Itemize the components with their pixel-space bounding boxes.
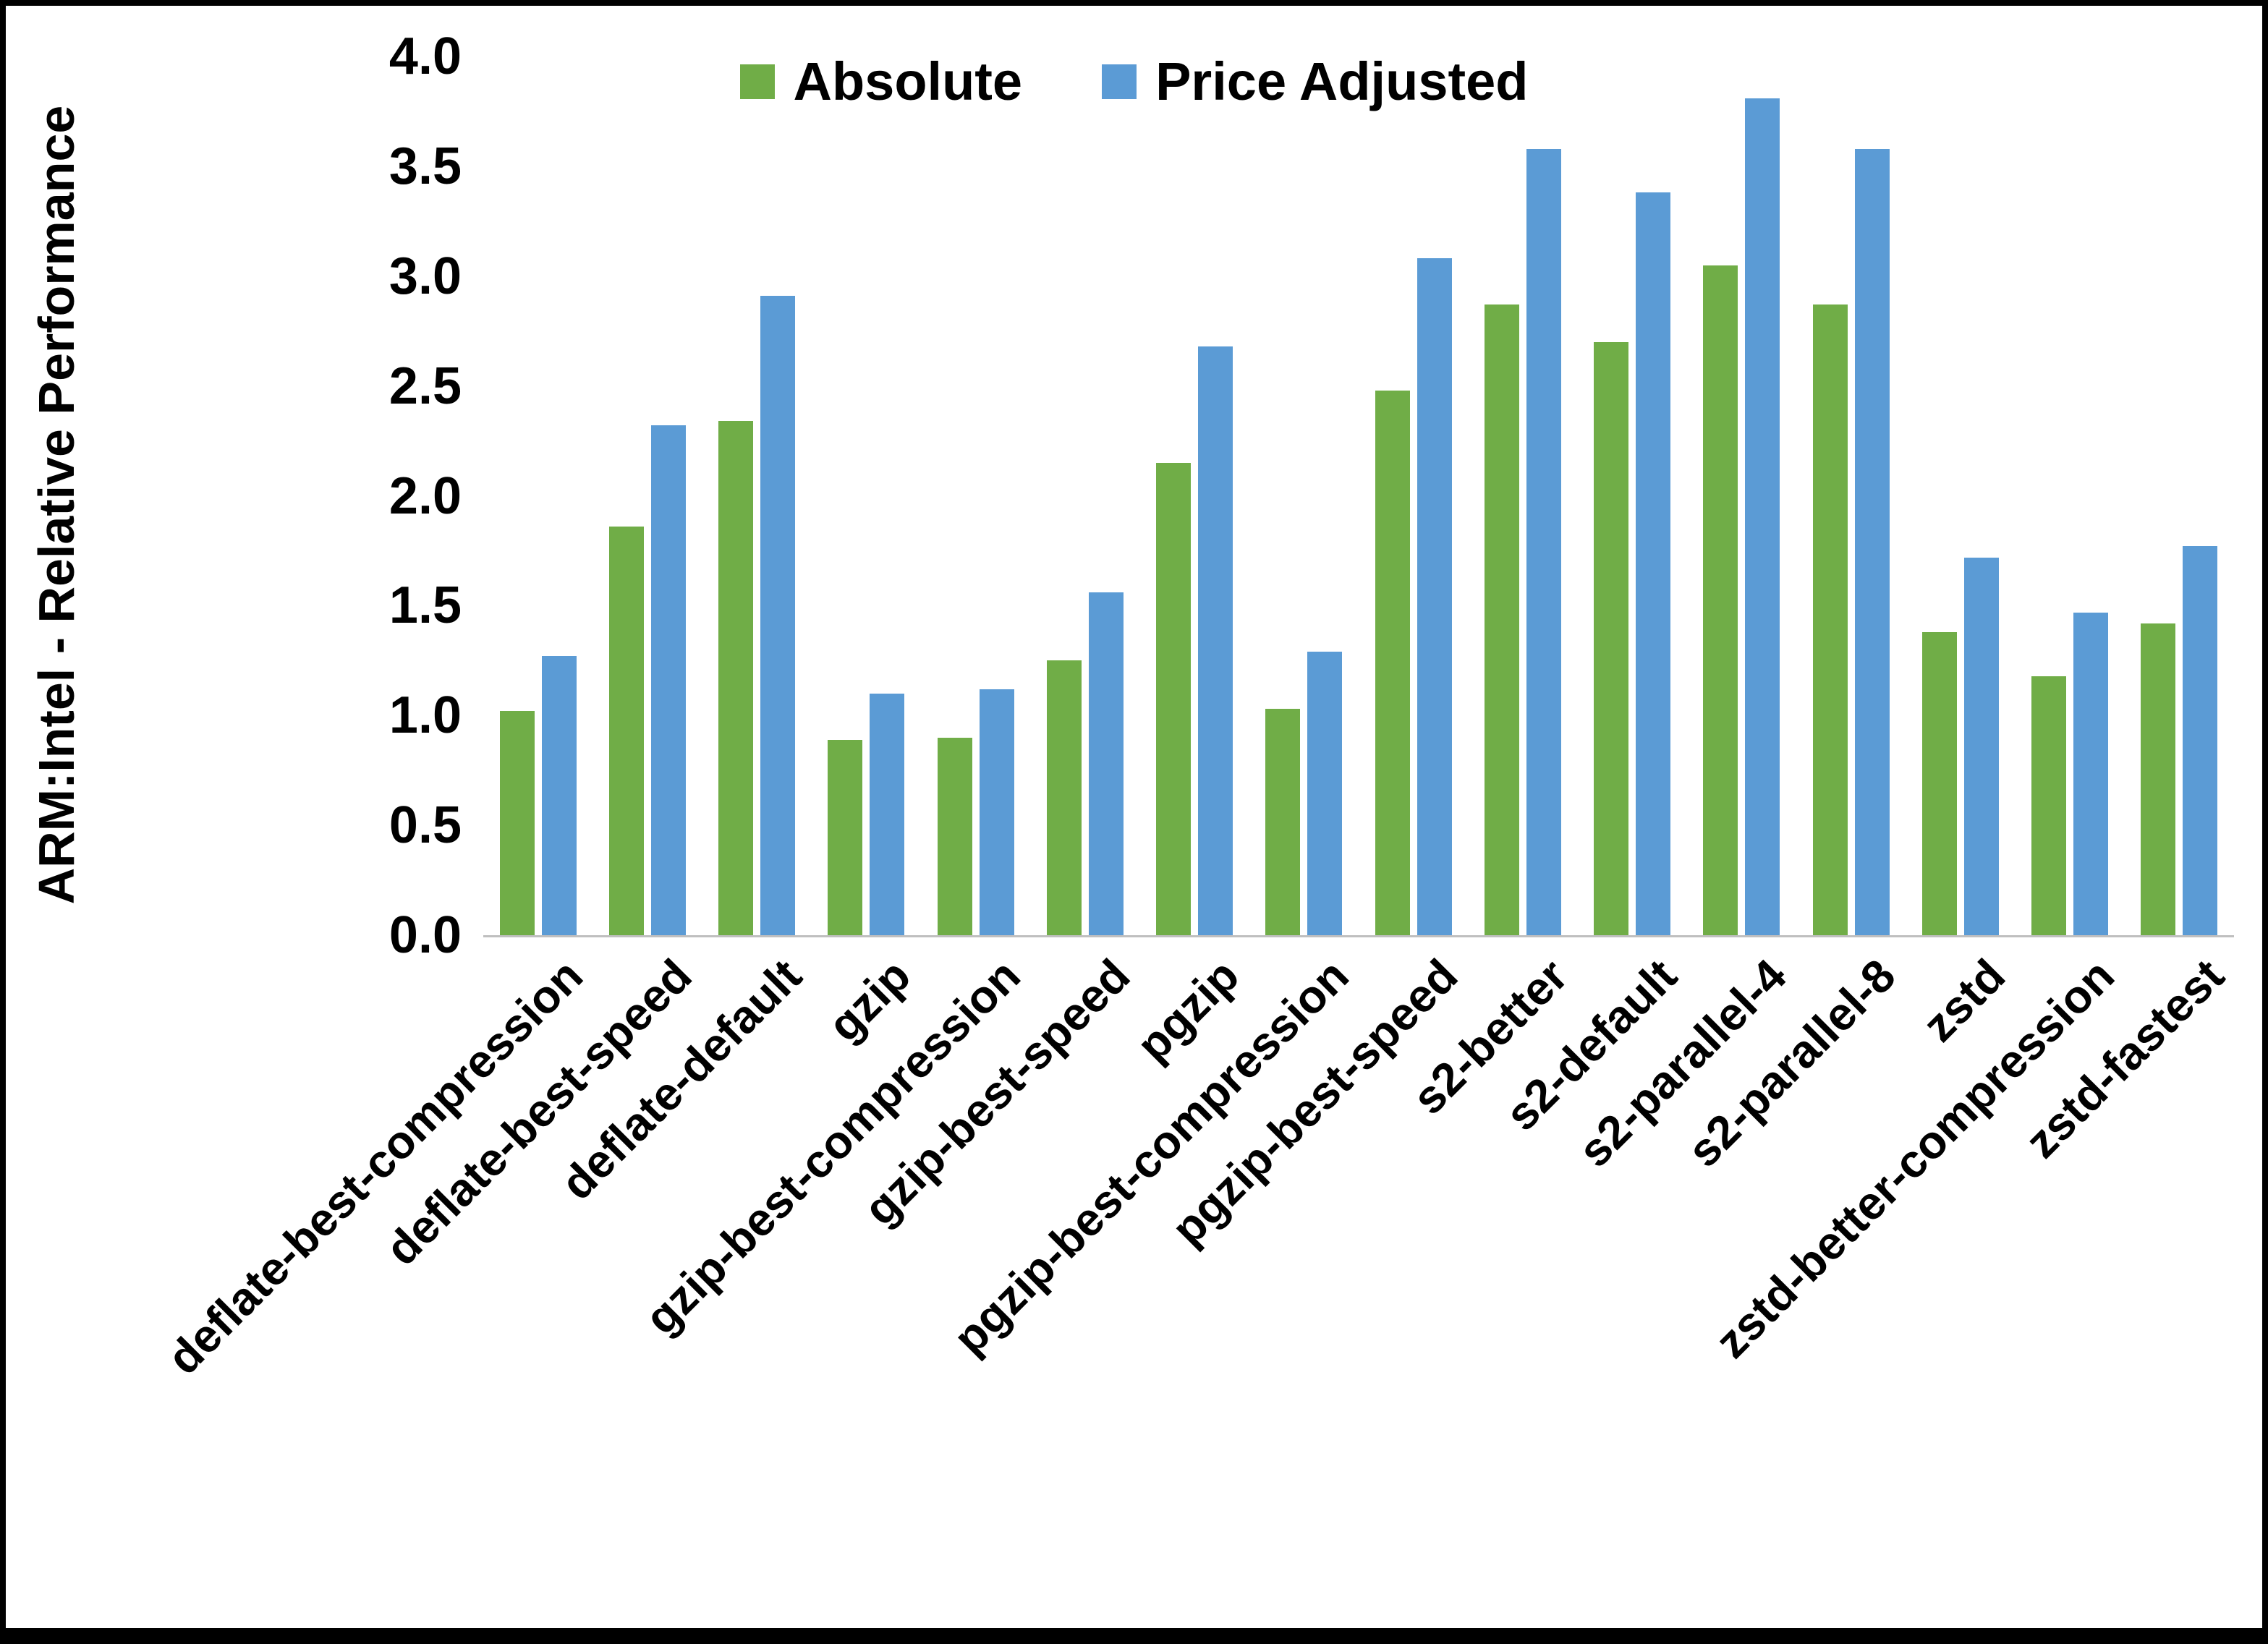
bar-price-adjusted-deflate-default	[760, 296, 796, 935]
legend-swatch-icon-price-adjusted	[1102, 64, 1137, 99]
bar-absolute-s2-parallel-4	[1703, 265, 1738, 935]
y-axis-tick-3.0: 3.0	[388, 247, 462, 305]
bar-price-adjusted-s2-default	[1636, 192, 1671, 935]
bar-price-adjusted-pgzip-best-compression	[1307, 652, 1343, 935]
bar-absolute-pgzip	[1156, 462, 1192, 935]
y-axis: 0.0 0.5 1.0 1.5 2.0 2.5 3.0 3.5 4.0	[266, 30, 462, 961]
bar-price-adjusted-gzip-best-speed	[1088, 592, 1124, 935]
legend-swatch-icon-absolute	[739, 64, 775, 99]
bar-price-adjusted-deflate-best-compression	[541, 656, 577, 935]
bar-absolute-gzip-best-speed	[1046, 660, 1082, 935]
plot-area	[483, 56, 2234, 937]
y-axis-tick-1.0: 1.0	[388, 686, 462, 745]
bar-absolute-pgzip-best-compression	[1265, 709, 1301, 935]
bar-price-adjusted-zstd-fastest	[2183, 546, 2218, 935]
bar-price-adjusted-deflate-best-speed	[650, 425, 686, 935]
bar-absolute-s2-better	[1484, 304, 1519, 935]
bar-absolute-gzip	[828, 739, 863, 935]
bar-price-adjusted-gzip	[870, 693, 905, 935]
bar-price-adjusted-zstd	[1963, 557, 1999, 935]
bar-absolute-s2-parallel-8	[1812, 304, 1848, 935]
legend-label-price-adjusted: Price Adjusted	[1155, 51, 1529, 111]
bar-price-adjusted-zstd-better-compression	[2073, 612, 2109, 935]
y-axis-tick-2.0: 2.0	[388, 467, 462, 525]
bar-price-adjusted-s2-parallel-8	[1854, 148, 1890, 935]
legend-item-price-adjusted: Price Adjusted	[1102, 51, 1528, 112]
bar-price-adjusted-pgzip	[1198, 346, 1233, 935]
bar-absolute-gzip-best-compression	[937, 737, 972, 935]
y-axis-tick-0.0: 0.0	[388, 906, 462, 964]
bar-price-adjusted-s2-parallel-4	[1745, 98, 1780, 935]
y-axis-tick-2.5: 2.5	[388, 357, 462, 415]
bar-price-adjusted-s2-better	[1526, 148, 1561, 935]
x-axis-label-gzip: gzip	[818, 949, 921, 1052]
bar-absolute-pgzip-best-speed	[1375, 390, 1410, 935]
bar-absolute-zstd-better-compression	[2031, 676, 2067, 935]
legend: Absolute Price Adjusted	[6, 51, 2262, 112]
bar-absolute-zstd	[1921, 631, 1957, 935]
x-axis-label-zstd: zstd	[1912, 949, 2016, 1052]
legend-item-absolute: Absolute	[739, 51, 1023, 112]
bar-absolute-s2-default	[1594, 341, 1629, 935]
bar-price-adjusted-pgzip-best-speed	[1417, 258, 1452, 935]
bar-price-adjusted-gzip-best-compression	[979, 689, 1014, 935]
y-axis-tick-1.5: 1.5	[388, 576, 462, 635]
bar-absolute-zstd-fastest	[2141, 623, 2176, 935]
bar-absolute-deflate-default	[718, 421, 754, 935]
bar-absolute-deflate-best-speed	[608, 527, 644, 935]
y-axis-tick-0.5: 0.5	[388, 796, 462, 855]
y-axis-tick-4.0: 4.0	[388, 27, 462, 85]
bar-absolute-deflate-best-compression	[499, 711, 535, 935]
legend-label-absolute: Absolute	[793, 51, 1023, 111]
x-axis-label-deflate-best-compression: deflate-best-compression	[157, 949, 593, 1384]
y-axis-tick-3.5: 3.5	[388, 137, 462, 195]
y-axis-title: ARM:Intel - Relative Performance	[28, 105, 85, 905]
x-axis-labels: deflate-best-compression deflate-best-spe…	[157, 949, 2234, 1615]
